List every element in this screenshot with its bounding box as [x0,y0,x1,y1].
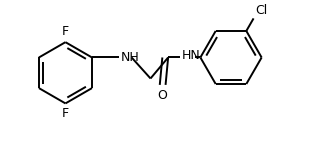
Text: Cl: Cl [255,4,268,17]
Text: O: O [158,89,168,102]
Text: HN: HN [182,49,200,62]
Text: F: F [62,25,69,38]
Text: NH: NH [121,51,140,64]
Text: F: F [62,107,69,120]
